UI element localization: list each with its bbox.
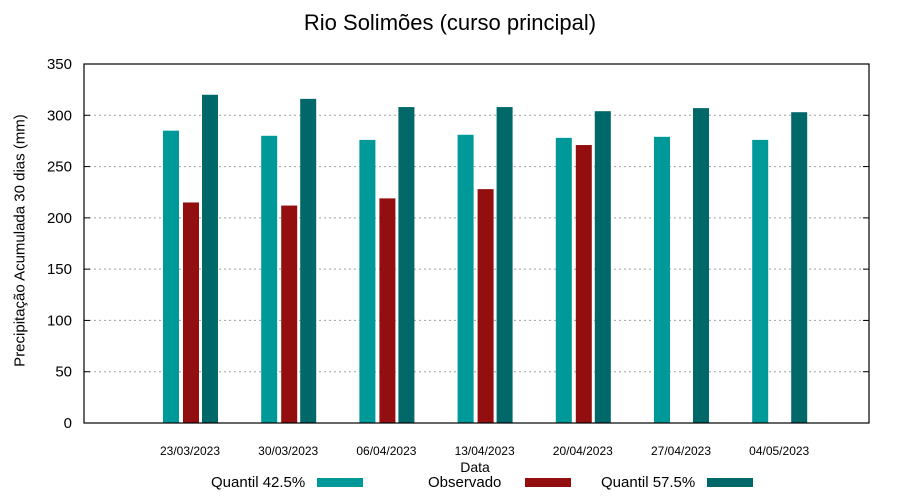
legend-label: Observado (428, 474, 502, 491)
y-tick-label: 50 (55, 364, 72, 381)
x-tick-label: 04/05/2023 (749, 444, 809, 458)
x-tick-label: 27/04/2023 (651, 444, 711, 458)
x-tick-label: 06/04/2023 (356, 444, 416, 458)
legend-item-quantil-57: Quantil 57.5% (601, 474, 754, 491)
y-tick-label: 300 (47, 107, 72, 124)
bar (281, 205, 298, 423)
bar (183, 202, 199, 423)
bar (163, 130, 179, 423)
bar (791, 112, 808, 424)
bar (575, 145, 592, 423)
x-tick-label: 20/04/2023 (553, 444, 613, 458)
y-tick-label: 250 (47, 159, 72, 176)
y-tick-label: 0 (64, 415, 72, 432)
legend: Quantil 42.5% Observado Quantil 57.5% (0, 474, 900, 496)
bar (202, 94, 218, 424)
y-tick-label: 200 (47, 210, 72, 227)
bar (359, 139, 376, 423)
y-tick-label: 350 (47, 56, 72, 73)
bar (555, 137, 572, 423)
legend-swatch (707, 478, 754, 487)
legend-swatch (525, 478, 572, 487)
bar (594, 111, 611, 423)
bar (261, 135, 278, 424)
bar (477, 189, 494, 423)
legend-item-observado: Observado (428, 474, 572, 491)
plot-frame (83, 63, 870, 424)
bar (496, 107, 513, 423)
legend-swatch (317, 478, 364, 487)
bar (693, 108, 709, 423)
legend-label: Quantil 57.5% (601, 474, 696, 491)
bar (379, 198, 396, 423)
x-tick-label: 23/03/2023 (160, 444, 220, 458)
x-tick-label: 30/03/2023 (258, 444, 318, 458)
bar (300, 98, 317, 424)
bar (654, 136, 670, 423)
chart-title: Rio Solimões (curso principal) (303, 10, 597, 35)
y-tick-label: 100 (47, 312, 72, 329)
x-axis-label: Data (460, 459, 490, 475)
x-tick-label: 13/04/2023 (455, 444, 515, 458)
bar (398, 107, 415, 423)
y-tick-label: 150 (47, 261, 72, 278)
bar (752, 139, 769, 423)
legend-item-quantil-42: Quantil 42.5% (211, 474, 364, 491)
bar (457, 134, 474, 423)
legend-label: Quantil 42.5% (211, 474, 306, 491)
